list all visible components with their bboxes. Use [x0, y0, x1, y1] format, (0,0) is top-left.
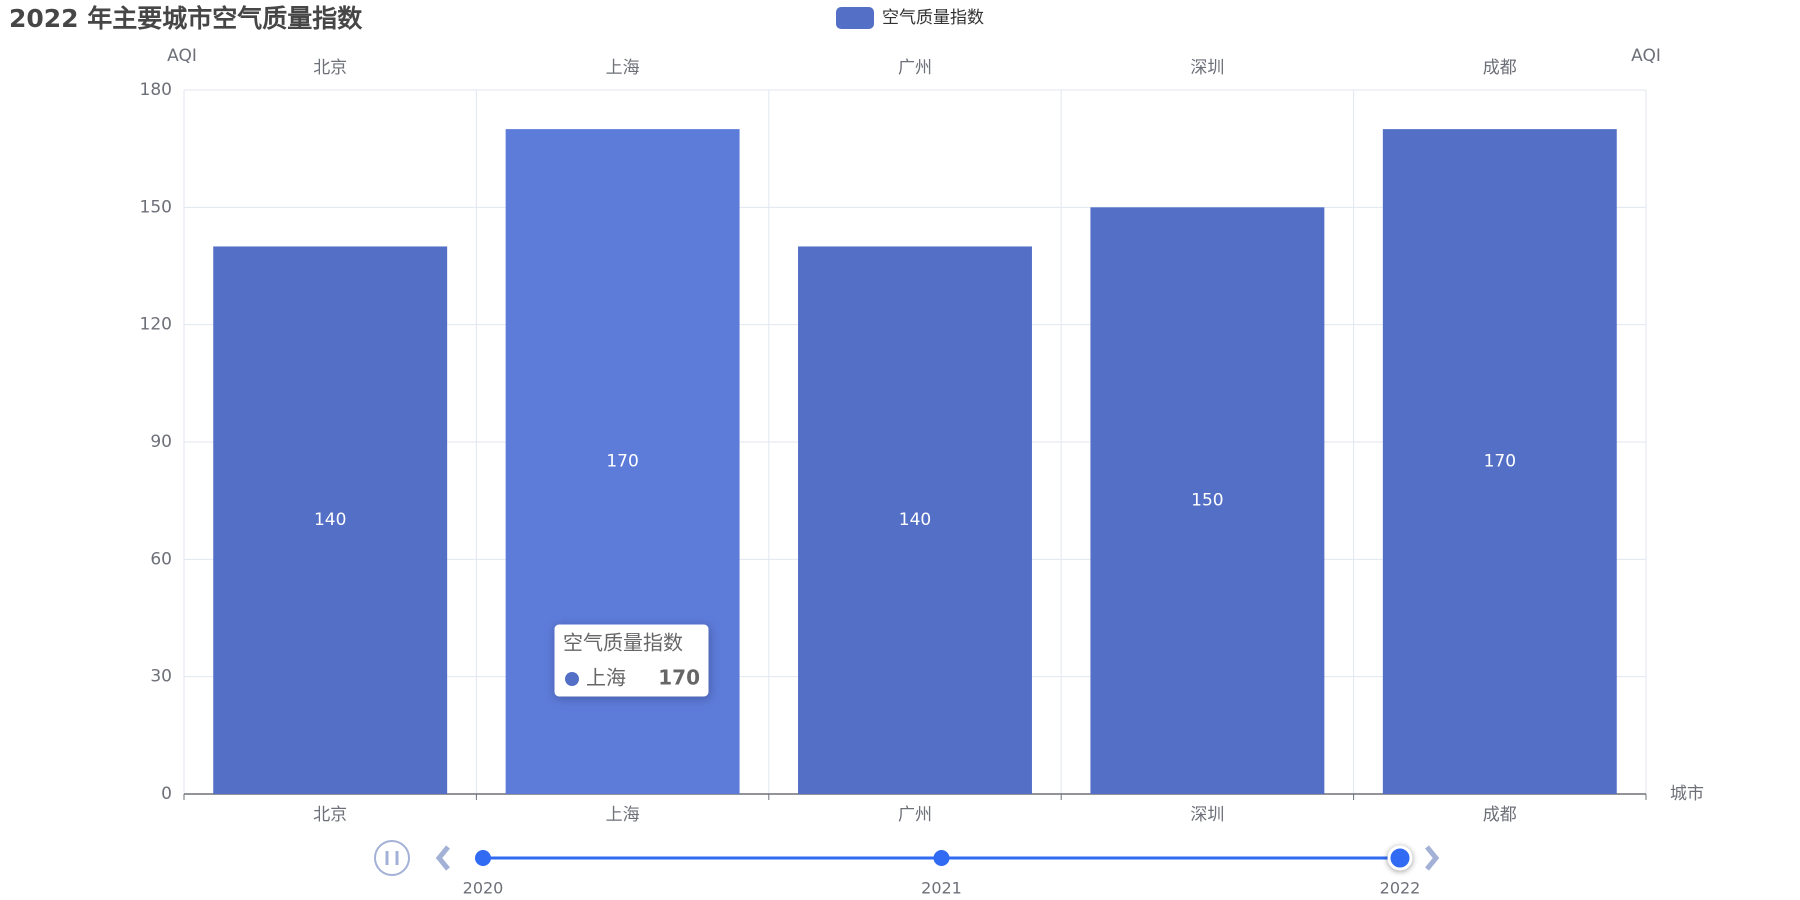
- tooltip-value: 170: [658, 666, 700, 690]
- pause-icon[interactable]: [385, 851, 399, 865]
- value-label: 140: [314, 510, 346, 530]
- y-axis-name-right: AQI: [1631, 46, 1661, 66]
- timeline-label[interactable]: 2021: [921, 879, 962, 898]
- legend-swatch[interactable]: [836, 7, 874, 29]
- play-button[interactable]: [374, 840, 410, 876]
- tooltip-title: 空气质量指数: [563, 631, 683, 655]
- x-axis-name: 城市: [1670, 784, 1704, 804]
- y-tick-label: 90: [150, 432, 172, 452]
- timeline-point[interactable]: [933, 850, 950, 866]
- y-tick-label: 30: [150, 667, 172, 687]
- timeline-label[interactable]: 2022: [1380, 879, 1421, 898]
- x-tick-label: 深圳: [1190, 805, 1224, 825]
- x-top-label: 北京: [313, 58, 347, 78]
- y-tick-label: 0: [161, 784, 172, 804]
- bar[interactable]: [213, 246, 448, 794]
- tooltip-dot: [565, 672, 579, 686]
- y-tick-label: 180: [140, 80, 172, 100]
- x-tick-label: 上海: [606, 805, 640, 825]
- y-tick-label: 120: [140, 315, 172, 335]
- bar[interactable]: [798, 246, 1032, 794]
- timeline-point[interactable]: [1387, 845, 1413, 871]
- x-tick-label: 北京: [313, 805, 347, 825]
- prev-button[interactable]: [435, 845, 450, 871]
- value-label: 170: [606, 452, 638, 472]
- value-label: 140: [899, 510, 931, 530]
- x-top-label: 广州: [898, 58, 932, 78]
- tooltip-label: 上海: [586, 666, 626, 690]
- x-top-label: 上海: [606, 58, 640, 78]
- x-tick-label: 成都: [1483, 805, 1517, 825]
- bar[interactable]: [1090, 207, 1325, 795]
- x-top-label: 深圳: [1190, 58, 1224, 78]
- x-top-label: 成都: [1483, 58, 1517, 78]
- timeline-point[interactable]: [475, 850, 491, 866]
- bar[interactable]: [1382, 129, 1617, 795]
- next-button[interactable]: [1425, 845, 1440, 871]
- y-tick-label: 150: [140, 197, 172, 217]
- tooltip-box: [554, 624, 709, 697]
- x-tick-label: 广州: [898, 805, 932, 825]
- legend-label[interactable]: 空气质量指数: [882, 8, 984, 28]
- y-axis-name: AQI: [167, 46, 197, 66]
- timeline-label[interactable]: 2020: [463, 879, 504, 898]
- y-tick-label: 60: [150, 549, 172, 569]
- value-label: 170: [1484, 452, 1516, 472]
- value-label: 150: [1191, 491, 1223, 511]
- chart-title: 2022 年主要城市空气质量指数: [9, 4, 363, 33]
